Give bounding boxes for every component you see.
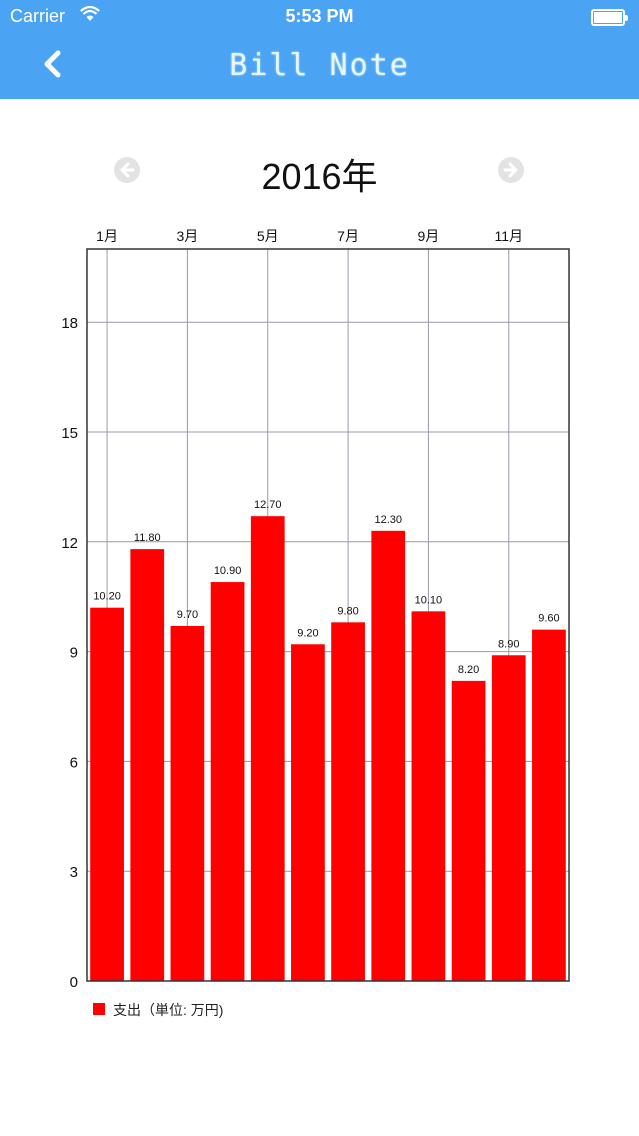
expense-bar-chart: 0 3 6 9 12 15 18 1月 3月 5月 7月 9月 11月 10.20 11.80 9.70 10.… xyxy=(61,228,570,991)
bar xyxy=(170,625,205,981)
y-tick-label: 3 xyxy=(70,864,78,881)
previous-year-button[interactable] xyxy=(114,157,140,183)
x-tick-label: 5月 xyxy=(257,228,279,244)
bar xyxy=(130,549,165,981)
x-tick-label: 9月 xyxy=(418,228,440,244)
bar-value-label: 9.60 xyxy=(538,613,559,625)
y-tick-label: 6 xyxy=(70,754,78,771)
bar-value-label: 12.70 xyxy=(254,499,282,511)
back-button[interactable] xyxy=(38,47,68,83)
year-selector: 2016年 xyxy=(0,140,639,200)
bar xyxy=(371,530,406,981)
status-bar: Carrier 5:53 PM xyxy=(0,0,639,34)
bar xyxy=(411,611,446,981)
carrier-label: Carrier xyxy=(10,6,66,26)
y-tick-label: 15 xyxy=(61,425,78,442)
y-tick-label: 12 xyxy=(61,535,78,552)
bar xyxy=(250,516,285,981)
circle-arrow-right-icon xyxy=(503,162,518,178)
plot-frame xyxy=(86,248,570,982)
x-tick-label: 1月 xyxy=(96,228,118,244)
bar-value-label: 10.20 xyxy=(93,591,121,603)
bar xyxy=(451,680,486,981)
bar-value-label: 10.90 xyxy=(214,565,242,577)
bar-value-label: 10.10 xyxy=(415,594,443,606)
x-tick-label: 11月 xyxy=(494,228,523,244)
bar xyxy=(532,629,566,981)
bar xyxy=(331,622,365,981)
y-tick-label: 0 xyxy=(70,974,78,991)
bar-value-label: 9.20 xyxy=(297,627,318,639)
legend-swatch xyxy=(93,1003,105,1015)
bar xyxy=(210,582,245,981)
clock-time: 5:53 PM xyxy=(285,6,354,26)
y-tick-label: 9 xyxy=(70,645,78,662)
bar xyxy=(90,607,124,981)
bar xyxy=(291,644,325,981)
navigation-bar: Bill Note xyxy=(0,34,639,99)
bar-value-label: 12.30 xyxy=(374,514,402,526)
year-title: 2016年 xyxy=(261,156,378,197)
bar xyxy=(491,655,526,981)
bar-value-label: 8.90 xyxy=(498,638,519,650)
legend-label: 支出（単位: 万円) xyxy=(113,1002,224,1018)
circle-arrow-left-icon xyxy=(120,162,135,178)
chevron-left-icon xyxy=(44,50,61,78)
bar-value-label: 8.20 xyxy=(458,664,479,676)
next-year-button[interactable] xyxy=(498,157,524,183)
wifi-icon xyxy=(80,5,100,27)
bar-value-label: 11.80 xyxy=(134,532,161,544)
bar-value-label: 9.70 xyxy=(177,609,198,621)
y-tick-label: 18 xyxy=(61,315,78,332)
x-tick-label: 7月 xyxy=(337,228,359,244)
battery-icon xyxy=(591,9,628,26)
x-tick-label: 3月 xyxy=(177,228,199,244)
bar-value-label: 9.80 xyxy=(337,605,358,617)
app-title: Bill Note xyxy=(229,48,410,83)
